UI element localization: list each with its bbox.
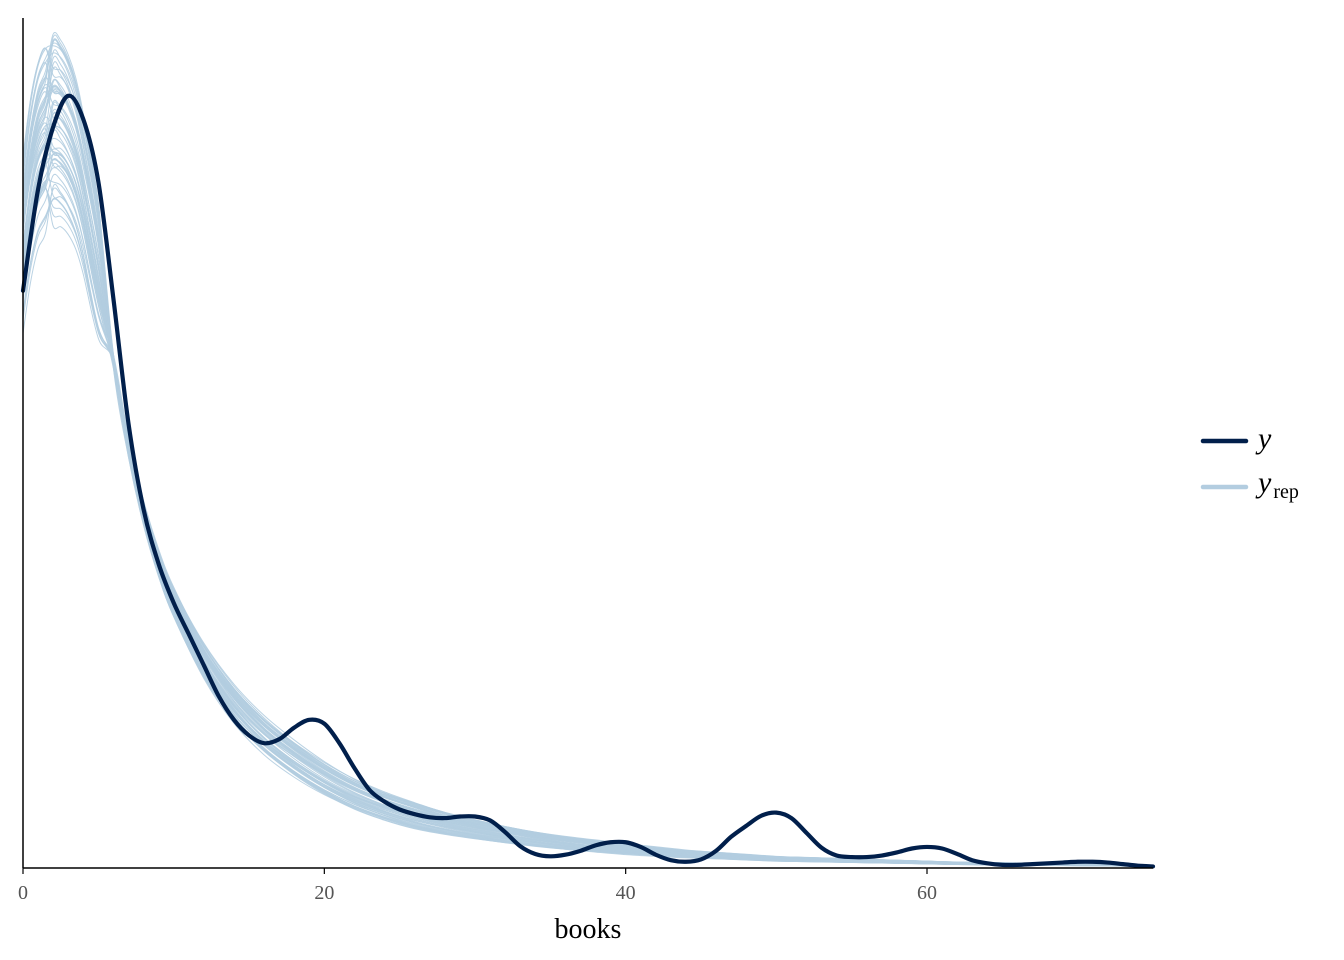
replicate-density-line: [22, 179, 1154, 867]
replicate-density-line: [22, 66, 1154, 867]
replicate-density-line: [22, 162, 1154, 867]
replicate-density-line: [22, 79, 1154, 867]
replicate-density-line: [22, 123, 1154, 867]
replicate-density-line: [22, 173, 1154, 866]
replicate-density-line: [22, 185, 1154, 867]
replicate-density-line: [22, 38, 1154, 867]
replicate-density-line: [22, 197, 1154, 866]
replicate-density-line: [22, 159, 1154, 867]
replicate-density-line: [22, 158, 1154, 867]
replicate-density-line: [22, 153, 1154, 867]
replicate-density-line: [22, 116, 1154, 866]
replicate-density-line: [22, 62, 1154, 866]
replicate-density-line: [22, 47, 1154, 866]
replicate-density-line: [22, 85, 1154, 866]
replicate-density-line: [22, 122, 1154, 866]
replicate-density-line: [22, 187, 1154, 867]
replicate-density-line: [22, 188, 1154, 866]
replicate-density-line: [22, 142, 1154, 866]
replicate-density-line: [22, 167, 1154, 867]
replicate-density-line: [22, 42, 1154, 866]
plot-area: [20, 31, 1156, 869]
replicate-density-line: [22, 158, 1154, 867]
replicate-density-line: [22, 183, 1154, 867]
replicate-density-line: [22, 31, 1154, 866]
replicate-density-line: [22, 137, 1154, 867]
replicate-density-line: [22, 61, 1154, 866]
replicate-density-line: [22, 49, 1154, 866]
replicate-density-line: [22, 152, 1154, 866]
replicate-density-line: [22, 78, 1154, 867]
replicate-density-line: [22, 91, 1154, 867]
replicate-density-line: [22, 132, 1154, 867]
replicate-density-line: [22, 39, 1154, 866]
replicate-density-line: [22, 126, 1154, 866]
x-tick-label: 60: [917, 882, 937, 904]
replicate-density-line: [22, 52, 1154, 867]
x-tick-label: 40: [616, 882, 636, 904]
x-axis-ticks: 0 20 40 60: [18, 868, 937, 904]
legend: y y rep: [1200, 422, 1299, 503]
replicate-density-line: [22, 88, 1154, 866]
x-tick-label: 0: [18, 882, 28, 904]
replicate-density-line: [22, 86, 1154, 867]
replicate-density-line: [22, 198, 1154, 867]
replicate-density-line: [22, 144, 1154, 866]
replicate-density-line: [22, 87, 1154, 867]
replicate-density-line: [22, 162, 1154, 867]
replicate-density-line: [22, 39, 1154, 866]
replicate-density-line: [22, 148, 1154, 866]
replicate-density-line: [22, 111, 1154, 867]
replicate-density-line: [22, 187, 1154, 867]
replicate-density-line: [22, 99, 1154, 866]
replicate-density-line: [22, 77, 1154, 867]
replicate-density-line: [22, 45, 1154, 867]
legend-label-yrep: y rep: [1255, 466, 1299, 503]
replicate-density-line: [22, 129, 1154, 866]
legend-label-y: y: [1255, 422, 1272, 455]
replicate-density-line: [22, 119, 1154, 867]
x-tick-label: 20: [314, 882, 334, 904]
x-axis-title: books: [555, 914, 622, 945]
replicate-density-line: [22, 108, 1154, 867]
observed-density-line: [20, 93, 1156, 869]
replicate-density-lines: [22, 31, 1154, 867]
replicate-density-line: [22, 34, 1154, 866]
replicate-density-line: [22, 101, 1154, 867]
replicate-density-line: [22, 84, 1154, 867]
replicate-density-line: [22, 87, 1154, 866]
replicate-density-line: [22, 84, 1154, 866]
replicate-density-line: [22, 55, 1154, 867]
replicate-density-line: [22, 128, 1154, 867]
replicate-density-line: [22, 47, 1154, 867]
replicate-density-line: [22, 112, 1154, 866]
